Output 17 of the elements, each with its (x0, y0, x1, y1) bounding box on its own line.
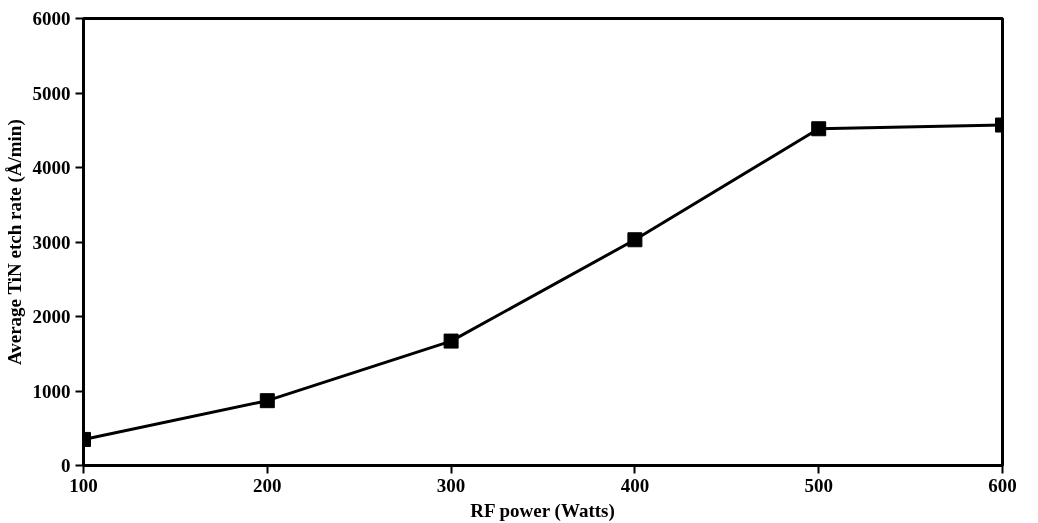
x-tick-label: 200 (253, 474, 282, 496)
y-tick-label: 5000 (32, 82, 71, 104)
x-axis-title: RF power (Watts) (470, 499, 615, 522)
point (443, 333, 459, 349)
y-tick-label: 3000 (32, 231, 71, 253)
point (627, 232, 643, 248)
y-tick-label: 2000 (32, 306, 71, 327)
x-tick-label: 300 (436, 474, 466, 496)
y-tick-label: 4000 (32, 157, 71, 178)
y-tick-label: 0 (61, 455, 71, 476)
x-tick-label: 400 (620, 474, 650, 496)
y-axis-title: Average TiN etch rate (Å/min) (3, 119, 26, 366)
x-tick-label: 500 (804, 474, 833, 496)
x-tick-label: 100 (69, 474, 98, 496)
x-tick-label: 600 (988, 474, 1017, 496)
y-tick-label: 1000 (32, 380, 71, 402)
y-tick-label: 6000 (32, 8, 71, 29)
